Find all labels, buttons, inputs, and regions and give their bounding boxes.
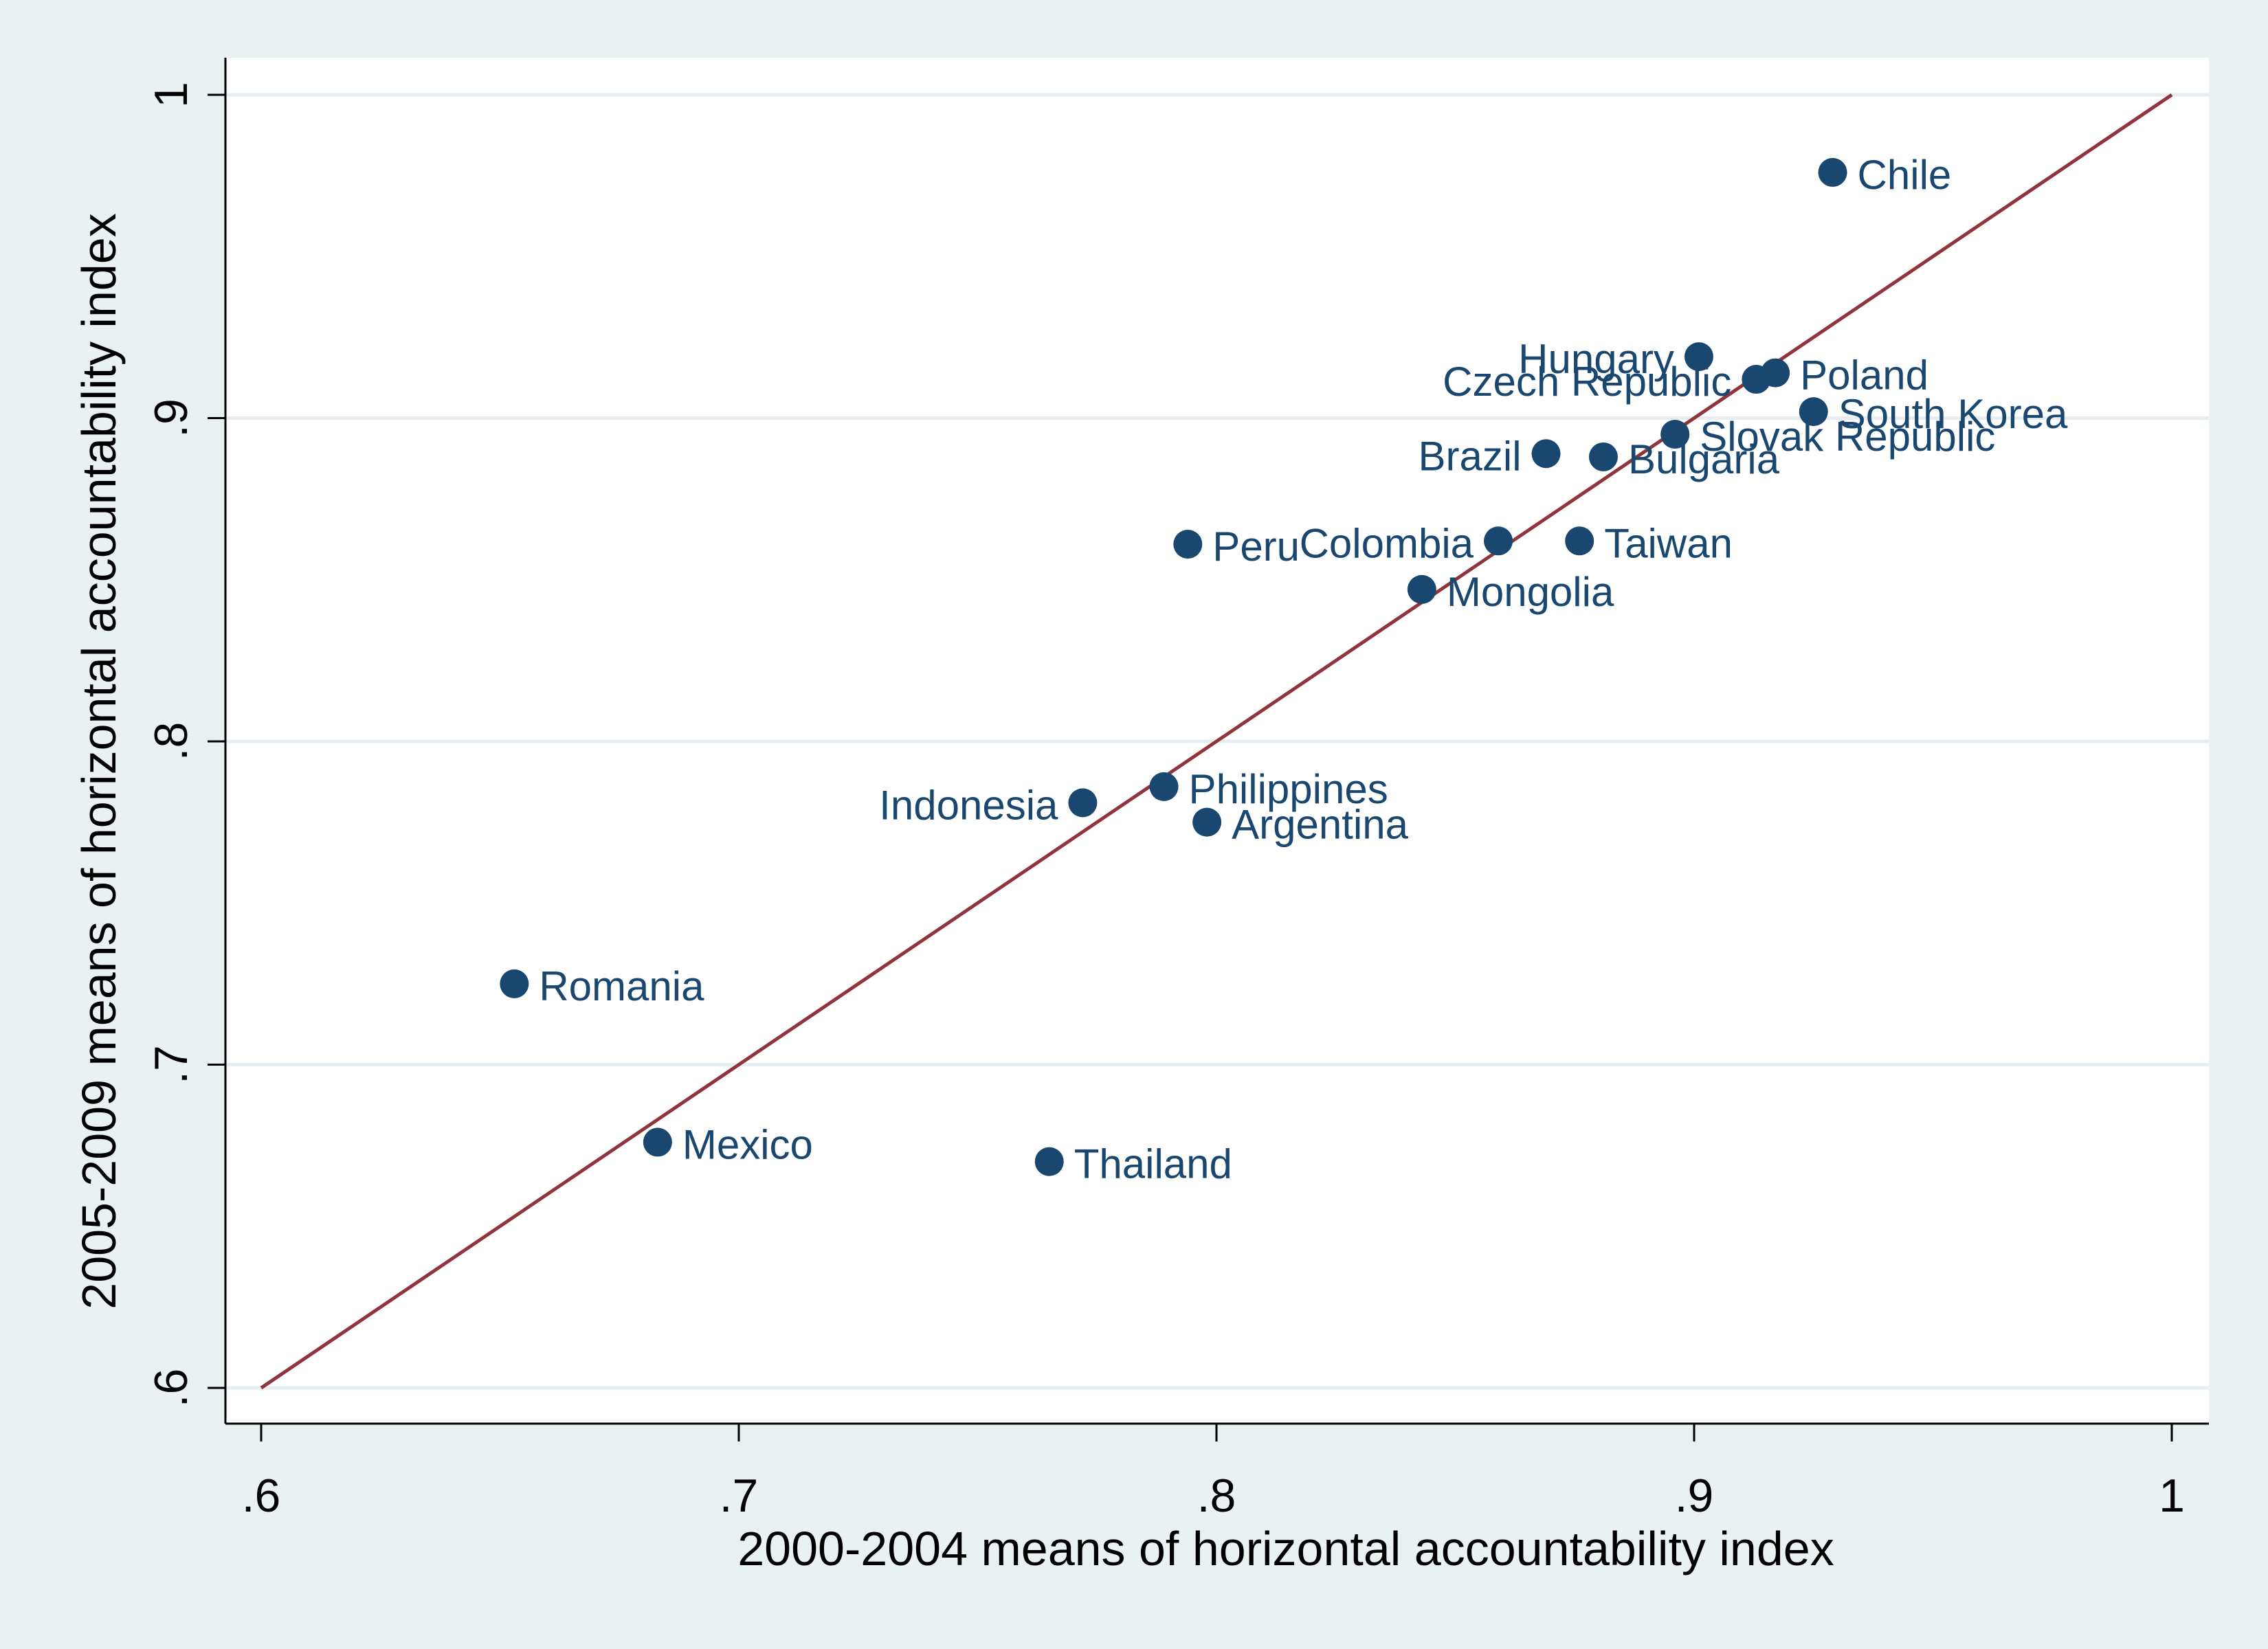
data-point [1149,772,1179,801]
point-label: Romania [539,963,704,1009]
y-tick-label: .8 [145,722,197,761]
data-point [1818,157,1847,187]
data-point [1531,439,1561,469]
x-tick-label: .7 [720,1470,759,1522]
data-point [1034,1147,1064,1176]
point-label: Philippines [1189,766,1388,812]
y-tick-label: .6 [145,1369,197,1408]
point-label: Slovak Republic [1700,414,1995,460]
x-tick-label: 1 [2159,1470,2185,1522]
y-tick-label: 1 [145,82,197,108]
point-label: Chile [1858,152,1952,198]
point-label: Argentina [1232,802,1408,848]
point-label: Indonesia [879,782,1058,828]
point-label: Mexico [682,1121,813,1167]
data-point [500,969,529,998]
x-tick-label: .8 [1197,1470,1236,1522]
x-tick-label: .6 [242,1470,281,1522]
data-point [1484,526,1513,556]
data-point [1588,442,1618,471]
point-label: Hungary [1518,336,1674,382]
point-label: Taiwan [1604,520,1733,566]
reference-line-group [260,93,2173,1390]
data-point [1660,420,1690,449]
y-tick-label: .7 [145,1045,197,1084]
point-label: Thailand [1074,1141,1232,1187]
data-point [1192,807,1222,837]
data-point [1068,788,1098,818]
y-tick-label: .9 [145,399,197,438]
point-label: Mongolia [1447,569,1614,615]
x-tick-label: .9 [1675,1470,1714,1522]
reference-line [260,93,2173,1390]
axes: .6 .7 .8 .9 1 .6 .7 .8 .9 1 [145,58,2209,1522]
point-label: Poland [1800,352,1928,399]
data-point [1407,574,1436,604]
point-label: Bulgaria [1628,436,1780,482]
data-point [643,1128,672,1157]
point-label: Czech Republic [1443,359,1731,405]
data-point [1173,529,1203,559]
data-point [1799,397,1828,427]
point-label: South Korea [1838,391,2068,437]
point-label: Peru [1212,524,1300,570]
y-axis-label: 2005-2009 means of horizontal accountabi… [72,213,126,1309]
data-point [1565,526,1594,556]
x-axis-label: 2000-2004 means of horizontal accountabi… [737,1522,1834,1575]
data-point [1684,342,1713,372]
point-label: Brazil [1419,433,1522,479]
point-label: Colombia [1300,520,1474,566]
data-point [1761,358,1790,388]
